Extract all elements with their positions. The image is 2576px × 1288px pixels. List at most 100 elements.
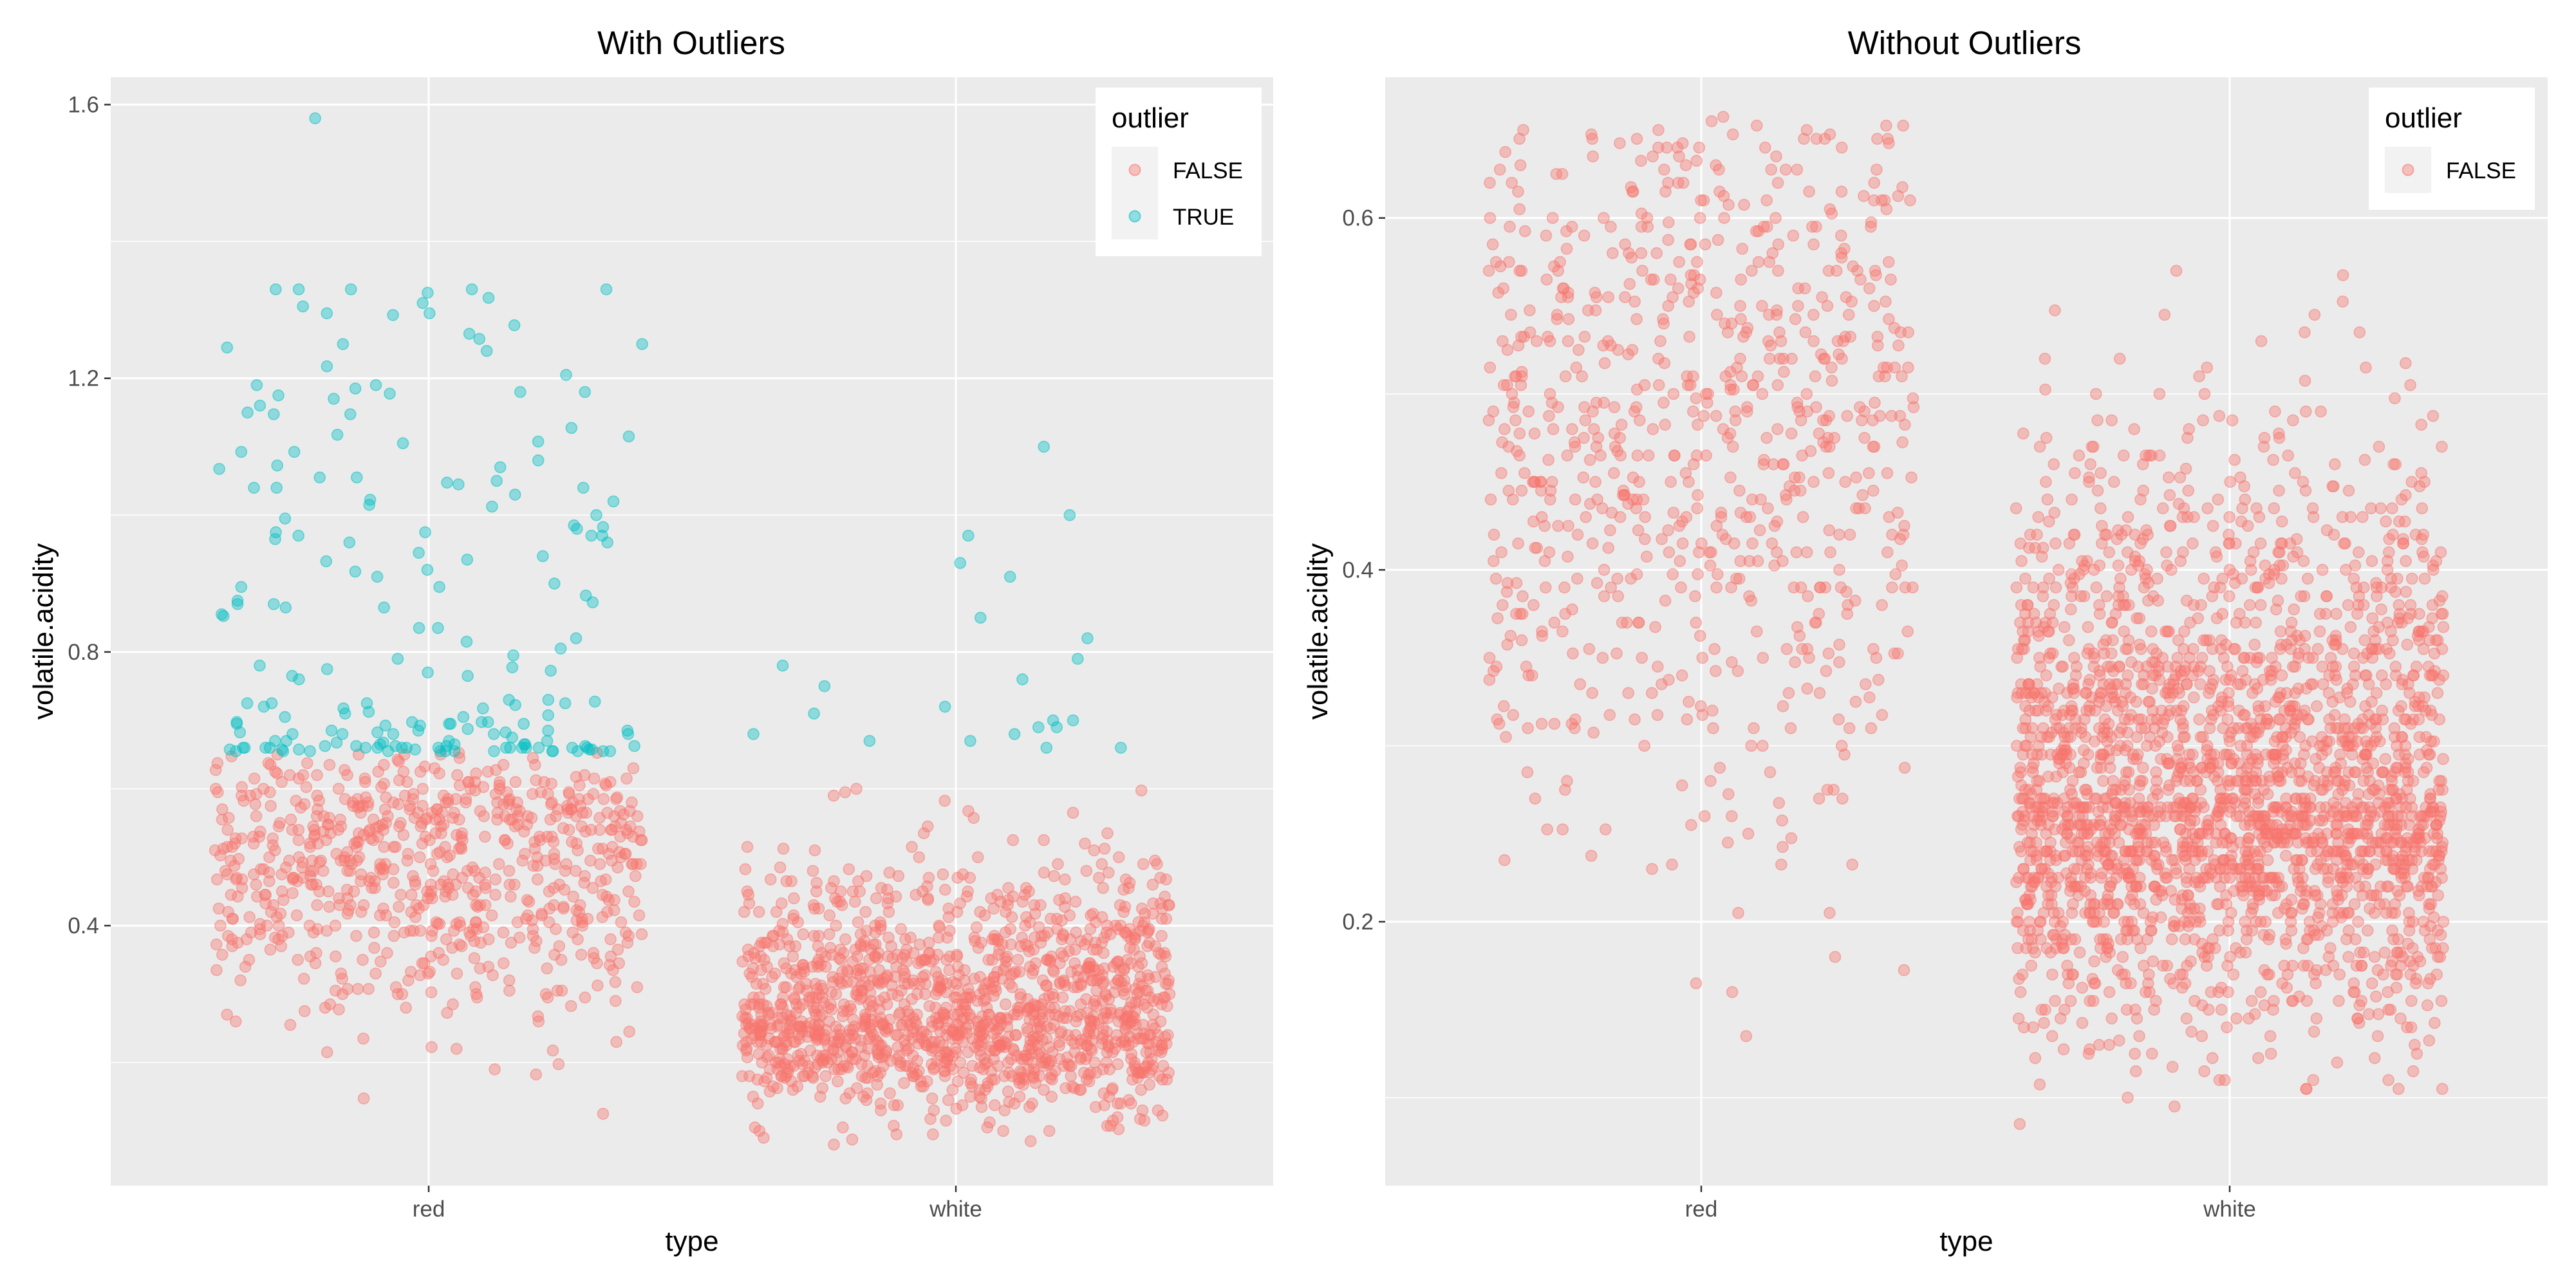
data-point-false-red xyxy=(1497,282,1509,295)
data-point-false-white xyxy=(2195,599,2207,611)
data-point-true-red xyxy=(565,422,578,434)
data-point-false-white xyxy=(2084,458,2096,471)
data-point-false-red xyxy=(1746,537,1759,550)
data-point-false-white xyxy=(2145,625,2158,638)
data-point-false-red xyxy=(1902,326,1914,339)
data-point-false-red xyxy=(626,830,639,843)
data-point-false-red xyxy=(1786,352,1798,365)
data-point-false-white xyxy=(2224,476,2236,489)
data-point-true-red xyxy=(387,728,400,740)
data-point-false-white xyxy=(2239,946,2252,959)
data-point-true-red xyxy=(371,742,384,754)
data-point-false-white xyxy=(2107,665,2120,677)
data-point-false-white xyxy=(2409,977,2422,989)
data-point-true-red xyxy=(452,478,465,490)
data-point-false-red xyxy=(1871,163,1883,176)
data-point-true-red xyxy=(304,745,316,758)
data-point-false-red xyxy=(608,893,621,906)
data-point-false-white xyxy=(899,933,911,946)
data-point-false-red xyxy=(1758,454,1770,466)
data-point-false-red xyxy=(304,864,317,877)
data-point-false-red xyxy=(1803,185,1815,198)
data-point-false-white xyxy=(2147,642,2159,655)
data-point-false-red xyxy=(628,895,640,908)
data-point-false-white xyxy=(2137,761,2149,774)
data-point-false-red xyxy=(1821,299,1834,312)
data-point-true-red xyxy=(507,649,519,662)
data-point-false-red xyxy=(1565,220,1578,233)
data-point-false-red xyxy=(1867,440,1880,453)
data-point-false-red xyxy=(1881,133,1894,145)
data-point-false-red xyxy=(366,882,378,894)
data-point-false-red xyxy=(1598,590,1610,602)
data-point-false-white xyxy=(812,940,825,953)
data-point-false-red xyxy=(1498,378,1510,391)
data-point-false-white xyxy=(910,888,922,901)
data-point-false-white xyxy=(975,1049,987,1062)
data-point-false-red xyxy=(216,803,229,816)
data-point-false-white xyxy=(1098,843,1111,855)
data-point-false-white xyxy=(946,1083,959,1096)
data-point-false-red xyxy=(232,890,244,903)
data-point-false-red xyxy=(1858,190,1870,202)
data-point-false-red xyxy=(474,805,487,817)
data-point-false-white xyxy=(2423,1034,2436,1047)
data-point-false-white xyxy=(2287,414,2299,427)
data-point-true-red xyxy=(349,565,362,578)
data-point-false-red xyxy=(304,841,317,854)
data-point-false-red xyxy=(236,873,248,886)
data-point-false-red xyxy=(275,940,288,953)
data-point-false-white xyxy=(2113,352,2126,365)
data-point-false-red xyxy=(1611,445,1624,458)
data-point-true-red xyxy=(288,445,301,458)
data-point-false-white xyxy=(2097,775,2109,787)
data-point-false-red xyxy=(248,772,261,785)
data-point-false-red xyxy=(1733,484,1746,497)
data-point-false-white xyxy=(2282,449,2294,462)
data-point-false-white xyxy=(828,875,840,888)
data-point-false-white xyxy=(2399,749,2411,761)
data-point-false-white xyxy=(2301,572,2314,585)
data-point-true-red xyxy=(499,742,512,754)
data-point-false-white xyxy=(933,919,946,932)
data-point-false-white xyxy=(822,1002,835,1014)
data-point-true-white xyxy=(863,734,876,747)
data-point-false-red xyxy=(1753,524,1766,537)
data-point-false-red xyxy=(1507,493,1519,506)
data-point-false-white xyxy=(2206,678,2219,691)
data-point-false-white xyxy=(2433,713,2446,725)
data-point-false-white xyxy=(855,1058,868,1070)
data-point-false-red xyxy=(1789,656,1801,669)
data-point-false-red xyxy=(1851,265,1863,277)
data-point-false-white xyxy=(964,872,976,884)
data-point-false-red xyxy=(209,783,222,795)
data-point-false-white xyxy=(1099,988,1112,1000)
data-point-false-red xyxy=(1885,409,1898,422)
data-point-false-red xyxy=(1726,810,1738,823)
data-point-true-white xyxy=(1008,728,1021,740)
data-point-false-red xyxy=(350,841,363,854)
data-point-false-white xyxy=(1047,964,1059,976)
data-point-false-red xyxy=(1735,273,1747,286)
data-point-true-red xyxy=(213,463,225,475)
data-point-false-red xyxy=(1558,581,1571,594)
data-point-false-red xyxy=(1780,642,1793,655)
data-point-false-white xyxy=(839,786,852,799)
data-point-false-red xyxy=(425,986,438,998)
data-point-false-white xyxy=(1048,870,1060,882)
data-point-false-red xyxy=(1630,133,1643,145)
data-point-false-red xyxy=(1683,330,1695,343)
data-point-true-red xyxy=(559,697,572,709)
data-point-true-red xyxy=(444,718,457,730)
data-point-false-white xyxy=(2116,951,2129,963)
data-point-false-red xyxy=(1501,639,1513,651)
data-point-false-red xyxy=(626,796,638,808)
data-point-false-red xyxy=(1901,625,1914,638)
data-point-false-red xyxy=(1859,502,1871,515)
data-point-false-red xyxy=(1694,273,1706,286)
data-point-false-red xyxy=(1685,819,1697,831)
data-point-false-red xyxy=(369,822,382,834)
data-point-false-red xyxy=(1820,665,1833,677)
data-point-false-red xyxy=(415,820,427,833)
data-point-false-red xyxy=(297,973,310,985)
